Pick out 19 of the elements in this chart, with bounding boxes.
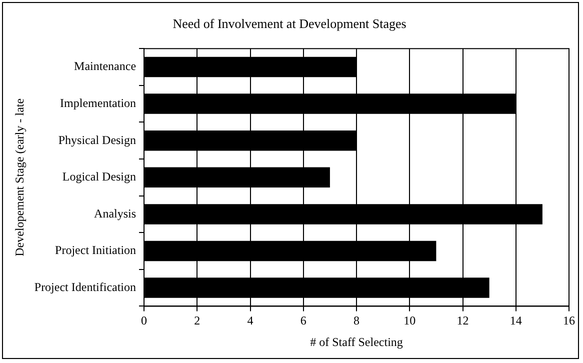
y-tick-label: Project Initiation [55, 243, 136, 258]
y-tick-label: Physical Design [58, 132, 136, 147]
x-tick-label: 10 [404, 314, 416, 328]
x-tick-label: 6 [300, 314, 306, 328]
y-tick-label: Project Identification [34, 280, 136, 294]
x-tick-label: 12 [456, 314, 469, 328]
x-tick-label: 0 [141, 314, 148, 328]
y-tick-label: Logical Design [62, 170, 136, 184]
y-tick-label: Implementation [60, 96, 136, 110]
y-tick-label: Analysis [94, 206, 136, 220]
y-axis-title: Developement Stage (early - late [12, 98, 26, 256]
chart-title: Need of Involvement at Development Stages [172, 16, 406, 32]
x-tick-label: 16 [563, 314, 575, 328]
x-tick-label: 14 [510, 314, 522, 328]
x-tick-label: 4 [247, 314, 254, 328]
x-axis-title: # of Staff Selecting [310, 334, 403, 349]
x-tick-label: 2 [194, 314, 200, 328]
y-tick-label: Maintenance [74, 59, 136, 74]
x-tick-label: 8 [354, 314, 360, 328]
